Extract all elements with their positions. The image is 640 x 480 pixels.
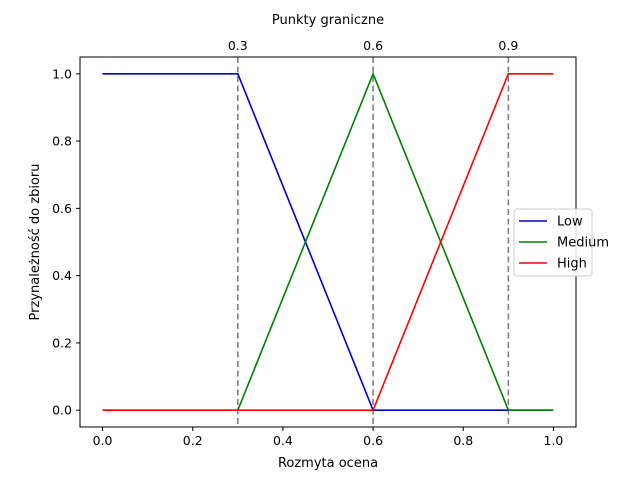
y-tick-label: 1.0 <box>52 66 72 81</box>
x-tick-label: 0.6 <box>363 433 383 448</box>
series-line-low <box>102 73 554 411</box>
legend-label: Medium <box>557 236 609 251</box>
y-axis-label: Przynależność do zbioru <box>28 164 43 321</box>
boundary-lines: 0.3 0.6 0.9 <box>228 38 518 427</box>
boundary-label: 0.6 <box>363 38 383 53</box>
boundary-label: 0.9 <box>498 38 518 53</box>
plot-area-frame <box>79 56 577 428</box>
x-tick-label: 0.4 <box>273 433 293 448</box>
x-tick-label: 0.8 <box>453 433 473 448</box>
x-axis-ticks: 0.0 0.2 0.4 0.6 0.8 1.0 <box>93 427 564 448</box>
legend-label: High <box>557 257 587 272</box>
y-tick-label: 0.6 <box>52 201 72 216</box>
y-tick-label: 0.0 <box>52 403 72 418</box>
series-line-medium <box>102 71 554 411</box>
legend-box <box>513 208 593 277</box>
legend-label: Low <box>557 215 583 230</box>
legend: Low Medium High <box>513 208 609 277</box>
y-axis-ticks: 0.0 0.2 0.4 0.6 0.8 1.0 <box>52 66 80 418</box>
chart-title: Punkty graniczne <box>272 13 384 28</box>
x-axis-label: Rozmyta ocena <box>278 456 378 471</box>
y-tick-label: 0.8 <box>52 134 72 149</box>
y-tick-label: 0.2 <box>52 335 72 350</box>
series-line-high <box>102 73 554 411</box>
y-tick-label: 0.4 <box>52 268 72 283</box>
x-tick-label: 0.2 <box>183 433 203 448</box>
boundary-label: 0.3 <box>228 38 248 53</box>
series-lines <box>102 71 554 411</box>
x-tick-label: 1.0 <box>544 433 564 448</box>
x-tick-label: 0.0 <box>93 433 113 448</box>
